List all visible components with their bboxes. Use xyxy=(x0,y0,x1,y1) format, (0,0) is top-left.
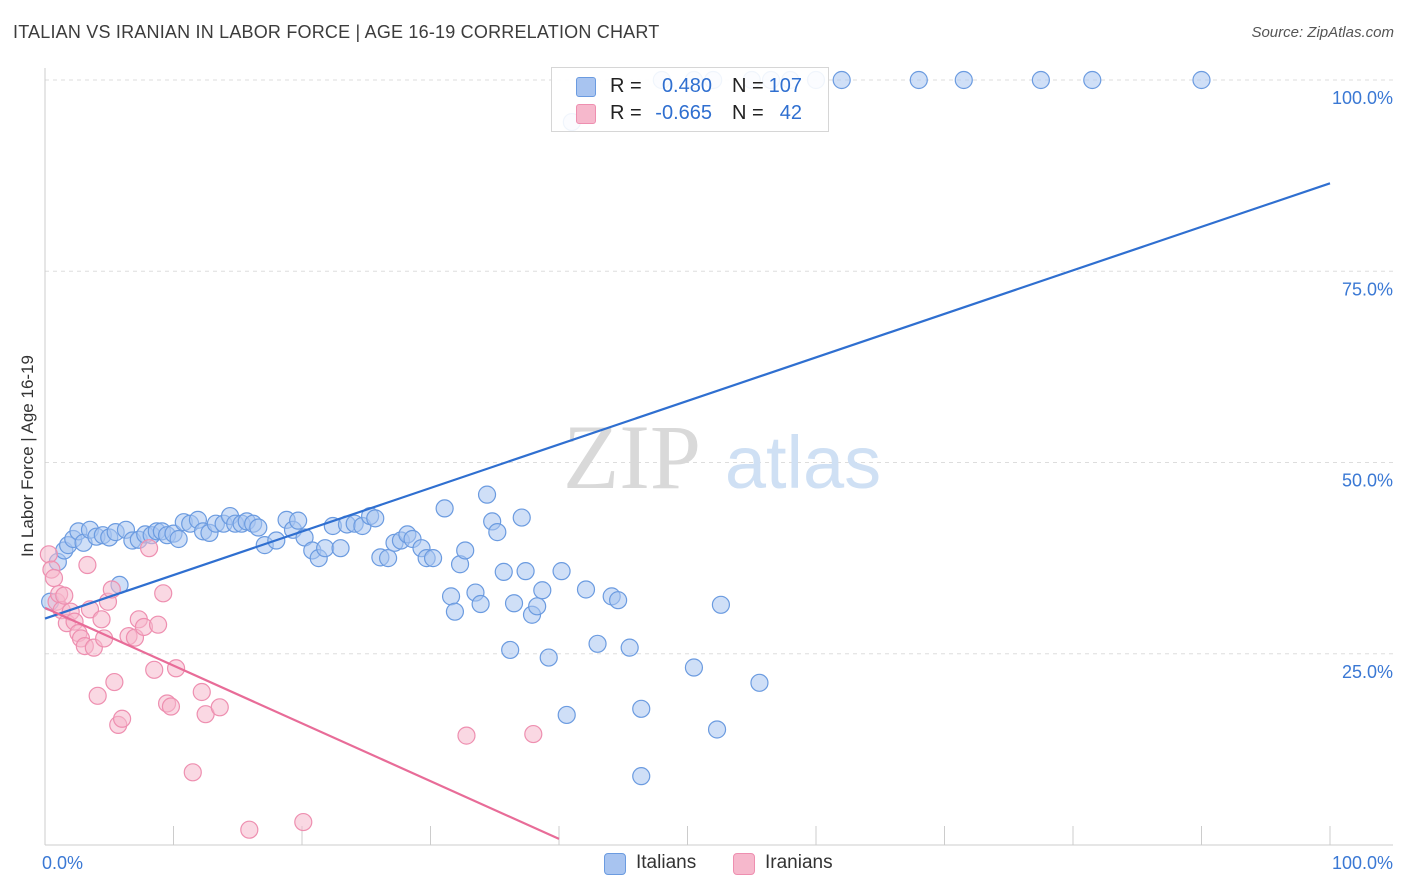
point-iranians xyxy=(183,763,202,782)
y-tick-label: 75.0% xyxy=(1342,279,1393,299)
point-iranians xyxy=(210,698,229,717)
legend-swatch-italians xyxy=(576,77,596,97)
y-tick-label: 25.0% xyxy=(1342,662,1393,682)
legend-r-value: 0.480 xyxy=(661,75,712,97)
point-italians xyxy=(512,508,531,527)
trend-line-italians xyxy=(44,182,1331,620)
legend-r-label: R = xyxy=(610,75,642,97)
point-italians xyxy=(711,595,731,614)
point-italians xyxy=(528,597,547,616)
point-italians xyxy=(423,549,443,568)
legend-n-value: 107 xyxy=(768,75,802,97)
point-iranians xyxy=(457,726,476,745)
point-italians xyxy=(441,587,461,606)
point-iranians xyxy=(294,812,313,832)
point-italians xyxy=(909,70,928,90)
legend-n-value: 42 xyxy=(779,102,802,124)
point-iranians xyxy=(105,672,124,692)
watermark-zip: ZIP xyxy=(563,406,701,508)
point-italians xyxy=(609,591,628,610)
trend-lines xyxy=(44,182,1331,840)
point-italians xyxy=(378,549,398,568)
point-italians xyxy=(588,634,607,653)
point-iranians xyxy=(112,709,132,728)
legend-n-label: N = xyxy=(732,75,764,97)
point-iranians xyxy=(39,545,58,564)
legend-row-italians: R = 0.480 N = 107 xyxy=(552,74,828,100)
point-italians xyxy=(366,509,385,528)
axes xyxy=(44,68,1393,846)
watermark: ZIP atlas xyxy=(563,406,881,508)
point-italians xyxy=(289,511,308,530)
point-italians xyxy=(750,673,769,692)
x-tick-label-min: 0.0% xyxy=(42,853,83,873)
point-italians xyxy=(1031,70,1050,90)
point-iranians xyxy=(192,682,211,702)
point-iranians xyxy=(92,610,111,629)
y-tick-label: 100.0% xyxy=(1332,88,1393,108)
point-iranians xyxy=(78,555,97,575)
stats-legend: R = 0.480 N = 107 R = -0.665 N = 42 xyxy=(551,67,829,132)
tick-labels: 25.0% 50.0% 75.0% 100.0% 0.0% 100.0% xyxy=(42,88,1393,873)
point-italians xyxy=(456,541,475,560)
point-italians xyxy=(477,485,497,504)
y-tick-label: 50.0% xyxy=(1342,471,1393,491)
legend-r-label: R = xyxy=(610,102,642,124)
point-italians xyxy=(488,523,507,542)
point-italians xyxy=(1192,70,1211,90)
point-iranians xyxy=(88,686,107,705)
series-swatch-italians xyxy=(604,853,626,875)
point-italians xyxy=(435,499,454,518)
point-italians xyxy=(169,529,188,549)
point-italians xyxy=(533,581,552,600)
watermark-atlas: atlas xyxy=(725,421,881,504)
point-italians xyxy=(684,658,704,677)
point-iranians xyxy=(524,724,543,744)
point-italians xyxy=(557,705,576,725)
point-italians xyxy=(632,699,651,718)
grid-lines xyxy=(45,79,1393,655)
legend-swatch-iranians xyxy=(576,104,596,124)
point-italians xyxy=(316,539,335,558)
point-italians xyxy=(494,562,513,581)
point-italians xyxy=(707,720,727,739)
point-iranians xyxy=(145,660,164,679)
point-italians xyxy=(539,648,558,667)
source-credit: Source: ZipAtlas.com xyxy=(1251,24,1394,41)
point-iranians xyxy=(154,584,173,603)
legend-n-label: N = xyxy=(732,102,764,124)
point-iranians xyxy=(161,697,181,716)
point-italians xyxy=(576,580,596,599)
point-iranians xyxy=(148,615,168,634)
point-italians xyxy=(552,562,571,581)
point-italians xyxy=(445,602,465,621)
point-italians xyxy=(832,70,851,90)
point-italians xyxy=(504,594,524,613)
trend-line-iranians xyxy=(44,606,560,840)
point-italians xyxy=(632,767,651,786)
point-italians xyxy=(954,70,973,90)
point-italians xyxy=(471,594,490,614)
point-iranians xyxy=(44,568,64,588)
series-swatch-iranians xyxy=(733,853,755,875)
point-italians xyxy=(1083,70,1102,90)
point-italians xyxy=(501,640,520,660)
point-iranians xyxy=(55,586,74,605)
x-tick-label-max: 100.0% xyxy=(1332,853,1393,873)
legend-row-iranians: R = -0.665 N = 42 xyxy=(552,101,828,127)
point-italians xyxy=(331,539,350,558)
series-label-italians: Italians xyxy=(636,852,697,873)
point-iranians xyxy=(139,539,159,558)
legend-r-value: -0.665 xyxy=(655,102,712,124)
point-italians xyxy=(620,638,639,657)
point-iranians xyxy=(240,820,259,839)
chart-title: ITALIAN VS IRANIAN IN LABOR FORCE | AGE … xyxy=(13,22,660,42)
point-italians xyxy=(516,562,535,581)
series-label-iranians: Iranians xyxy=(765,852,833,873)
point-italians xyxy=(249,518,268,537)
